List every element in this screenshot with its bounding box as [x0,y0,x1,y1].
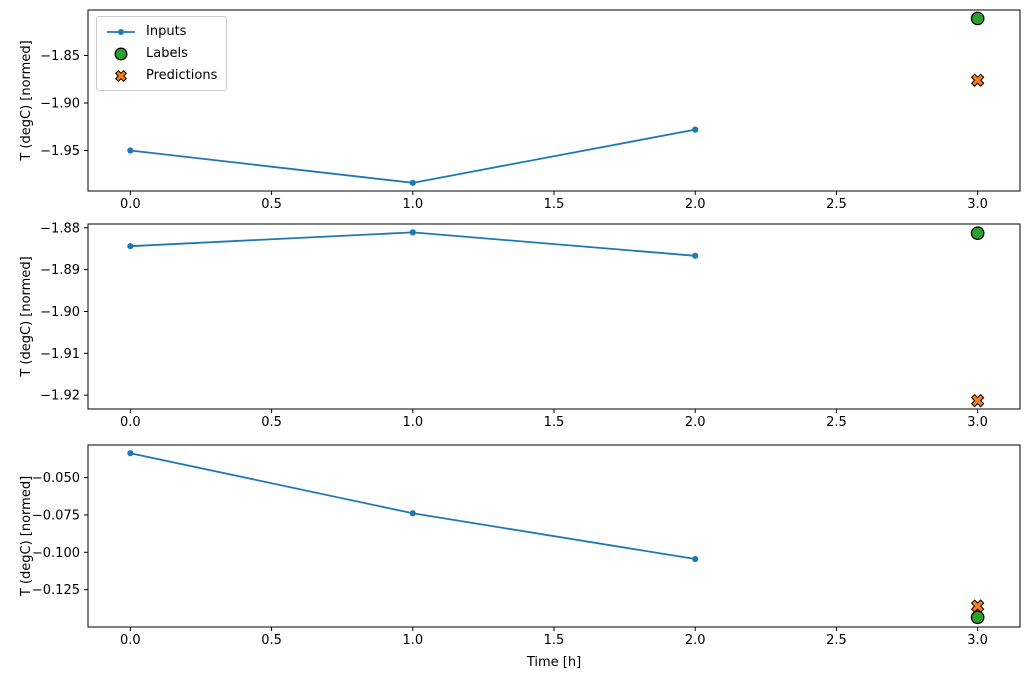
y-tick-label: −1.91 [40,347,80,362]
y-tick-label: −1.88 [40,221,80,236]
inputs-point [127,243,134,250]
inputs-point [692,252,699,259]
y-tick-label: −0.075 [32,508,80,523]
y-axis-label-middle: T (degC) [normed] [19,256,34,377]
x-tick-label: 0.0 [120,197,141,212]
axes-frame [87,444,1021,628]
y-tick-label: −1.95 [40,144,80,159]
inputs-point [692,555,699,563]
inputs-point [127,450,134,457]
legend-label-inputs: Inputs [146,24,187,39]
legend-label-predictions: Predictions [146,68,218,83]
x-tick-label: 0.5 [261,415,282,430]
subplot-2: 0.0 0.5 1.0 1.5 2.0 2.5 3.0 −0.050 −0.075 −0.100 −… [32,444,1021,648]
legend-item-predictions: Predictions [104,66,217,85]
inputs-line [130,231,696,257]
x-tick-label: 0.0 [120,415,141,430]
axes-frame [87,9,1021,192]
y-tick-label: −1.89 [40,263,80,278]
inputs-line-icon [104,25,138,39]
inputs-line [130,128,696,184]
legend-x-sample [114,69,128,82]
x-tick-label: 1.5 [544,197,565,212]
predictions-marker [970,73,985,87]
y-tick-label: −0.100 [32,546,80,561]
axes-frame [87,223,1021,410]
labels-marker [970,610,985,625]
x-tick-label: 1.0 [402,633,423,648]
x-tick-label: 0.0 [120,633,141,648]
y-tick-label: −0.050 [32,471,80,486]
y-tick-label: −1.85 [40,49,80,64]
x-tick-label: 1.0 [402,415,423,430]
x-tick-label: 0.5 [261,197,282,212]
x-tick-label: 3.0 [967,633,988,648]
predictions-marker [970,599,985,613]
x-tick-label: 2.5 [826,633,847,648]
predictions-x-icon [104,68,138,84]
y-axis-label-bottom: T (degC) [normed] [19,476,34,597]
subplot-1: 0.0 0.5 1.0 1.5 2.0 2.5 3.0 −1.88 −1.89 −1.90 −1.9… [40,221,1021,430]
inputs-point [409,510,416,517]
x-tick-label: 1.0 [402,197,423,212]
x-tick-label: 2.5 [826,197,847,212]
inputs-point [409,229,416,236]
legend-circle-sample [114,47,128,60]
predictions-marker [970,393,985,408]
legend-label-labels: Labels [146,46,188,61]
legend-item-labels: Labels [104,44,217,63]
x-tick-label: 3.0 [967,197,988,212]
subplot-0: 0.0 0.5 1.0 1.5 2.0 2.5 3.0 −1.85 −1.90 −1.95 [40,9,1021,212]
legend: Inputs Labels Predictions [96,16,228,91]
y-tick-label: −0.125 [32,583,80,598]
x-tick-label: 0.5 [261,633,282,648]
x-tick-label: 1.5 [544,415,565,430]
x-axis-label: Time [h] [526,655,581,670]
inputs-line [130,452,696,560]
y-axis-label-top: T (degC) [normed] [19,40,34,161]
labels-circle-icon [104,46,138,62]
x-tick-label: 2.5 [826,415,847,430]
labels-marker [970,226,985,241]
inputs-point [692,126,699,133]
x-tick-label: 1.5 [544,633,565,648]
y-tick-label: −1.90 [40,305,80,320]
legend-item-inputs: Inputs [104,22,217,41]
y-tick-label: −1.92 [40,389,80,404]
inputs-point [409,179,416,186]
x-tick-label: 3.0 [967,415,988,430]
x-tick-label: 2.0 [685,633,706,648]
labels-marker [970,11,985,26]
x-tick-label: 2.0 [685,415,706,430]
y-tick-label: −1.90 [40,97,80,112]
x-tick-label: 2.0 [685,197,706,212]
inputs-point [127,147,134,154]
legend-dot-sample [118,28,124,35]
